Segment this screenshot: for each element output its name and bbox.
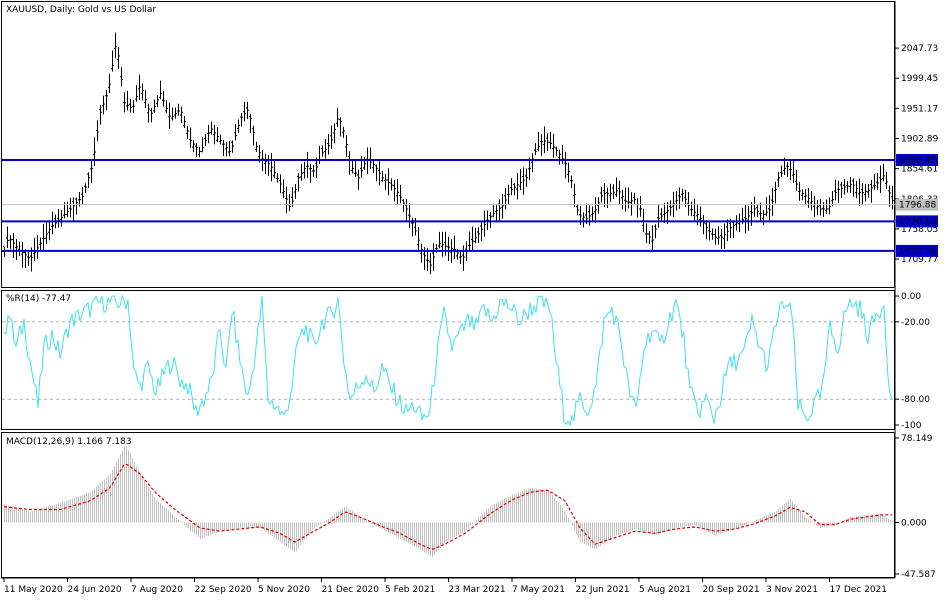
- williams-r-line: [3, 294, 893, 427]
- price-y-tick-label: 1999.45: [901, 74, 938, 84]
- x-tick-label: 7 Aug 2020: [131, 585, 183, 595]
- macd-histogram-series: [4, 446, 893, 558]
- macd-y-tick-label: 78.149: [901, 434, 933, 444]
- horizontal-level-label: 1770.14: [899, 217, 936, 227]
- x-tick-label: 23 Mar 2021: [449, 585, 506, 595]
- macd-y-axis: 78.149 0.000 -47.587: [895, 434, 936, 580]
- williams-r-title: %R(14) -77.47: [6, 294, 71, 304]
- williams-r-y-tick-label: 0.00: [901, 292, 921, 302]
- price-y-tick-label: 1902.89: [901, 135, 938, 145]
- current-price-label: 1796.88: [899, 201, 936, 211]
- price-y-tick-label: 1854.61: [901, 165, 938, 175]
- macd-y-tick-label: -47.587: [901, 570, 936, 580]
- williams-r-y-tick-label: -80.00: [901, 395, 930, 405]
- x-tick-label: 21 Dec 2020: [322, 585, 380, 595]
- x-tick-label: 20 Sep 2021: [703, 585, 760, 595]
- macd-histogram: [4, 446, 893, 558]
- williams-panel-frame: [1, 290, 895, 430]
- price-chart-title: XAUUSD, Daily: Gold vs US Dollar: [6, 5, 156, 15]
- williams-r-y-axis: 0.00 -20.00 -80.00 -100: [2, 292, 930, 431]
- horizontal-level-label: 1868.45: [899, 156, 936, 166]
- price-y-tick-label: 1709.77: [901, 255, 938, 265]
- price-y-tick-label: 1758.05: [901, 225, 938, 235]
- macd-signal-series: [3, 463, 892, 550]
- macd-y-tick-label: 0.000: [901, 519, 927, 529]
- horizontal-level-badge: [896, 154, 938, 167]
- williams-r-y-tick-label: -20.00: [901, 318, 930, 328]
- horizontal-level-label: 1722.79: [899, 247, 936, 257]
- x-tick-label: 5 Feb 2021: [385, 585, 435, 595]
- price-series: [3, 32, 894, 275]
- x-tick-label: 24 Jun 2020: [68, 585, 122, 595]
- williams-r-y-tick-label: -100: [901, 421, 922, 431]
- macd-panel-frame: [1, 432, 895, 578]
- macd-signal-line: [3, 463, 892, 550]
- x-tick-label: 17 Dec 2021: [830, 585, 888, 595]
- x-tick-label: 11 May 2020: [4, 585, 63, 595]
- current-price-badge: [896, 198, 938, 211]
- price-y-tick-label: 1951.17: [901, 104, 938, 114]
- macd-title: MACD(12,26,9) 1.166 7.183: [6, 437, 132, 447]
- price-ohlc-bars: [3, 32, 894, 275]
- horizontal-level-badge: [896, 215, 938, 228]
- x-tick-label: 3 Nov 2021: [766, 585, 818, 595]
- x-tick-label: 22 Sep 2020: [195, 585, 252, 595]
- horizontal-levels: 1796.88 1868.45 1770.14 1722.79: [2, 154, 938, 257]
- williams-r-series: [3, 294, 893, 427]
- horizontal-level-badge: [896, 244, 938, 257]
- price-y-tick-label: 2047.73: [901, 44, 938, 54]
- x-axis: 11 May 2020 24 Jun 2020 7 Aug 2020 22 Sep 2…: [1, 577, 895, 595]
- x-tick-label: 7 May 2021: [512, 585, 565, 595]
- x-tick-label: 22 Jun 2021: [576, 585, 630, 595]
- x-tick-label: 5 Nov 2020: [258, 585, 310, 595]
- x-tick-label: 5 Aug 2021: [639, 585, 691, 595]
